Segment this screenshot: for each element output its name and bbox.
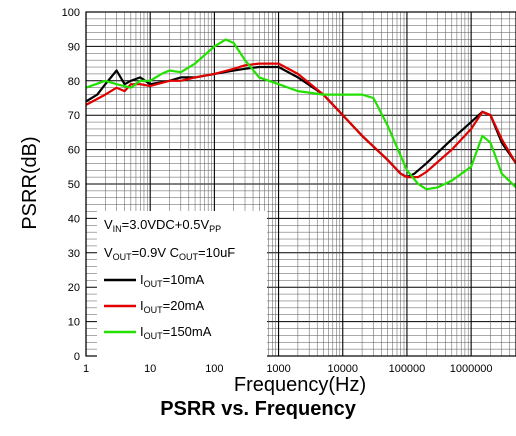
plot-frame xyxy=(85,11,516,357)
y-tick-label: 60 xyxy=(68,145,80,157)
y-axis-title: PSRR(dB) xyxy=(19,136,41,229)
series-lines xyxy=(85,38,516,191)
series-line-10ma xyxy=(85,65,516,179)
x-axis-title: Frequency(Hz) xyxy=(234,374,366,396)
condition-vin: VIN=3.0VDC+0.5VPP xyxy=(104,217,221,234)
x-tick-label: 1 xyxy=(83,363,89,375)
condition-vout: VOUT=0.9V COUT=10uF xyxy=(104,245,235,262)
y-tick-label: 20 xyxy=(68,282,80,294)
x-tick-label: 1000 xyxy=(266,363,290,375)
legend: VIN=3.0VDC+0.5VPP VOUT=0.9V COUT=10uF IO… xyxy=(97,211,267,361)
chart-caption: PSRR vs. Frequency xyxy=(160,398,356,420)
y-tick-label: 90 xyxy=(68,41,80,53)
legend-label-150ma: IOUT=150mA xyxy=(140,324,212,341)
x-tick-label: 100000 xyxy=(389,363,426,375)
x-tick-label: 100 xyxy=(205,363,223,375)
series-line-150ma xyxy=(85,38,516,191)
y-tick-label: 10 xyxy=(68,317,80,329)
x-tick-label: 10 xyxy=(144,363,156,375)
y-tick-label: 30 xyxy=(68,248,80,260)
series-line-20ma xyxy=(85,62,516,179)
y-tick-label: 40 xyxy=(68,213,80,225)
y-tick-label: 0 xyxy=(74,351,80,363)
y-tick-label: 100 xyxy=(62,7,80,19)
legend-label-20ma: IOUT=20mA xyxy=(140,298,205,315)
y-tick-label: 70 xyxy=(68,110,80,122)
y-tick-label: 80 xyxy=(68,76,80,88)
x-tick-label: 1000000 xyxy=(450,363,493,375)
legend-box xyxy=(97,211,267,361)
y-tick-label: 50 xyxy=(68,179,80,191)
legend-label-10ma: IOUT=10mA xyxy=(140,272,205,289)
x-tick-label: 10000 xyxy=(327,363,358,375)
